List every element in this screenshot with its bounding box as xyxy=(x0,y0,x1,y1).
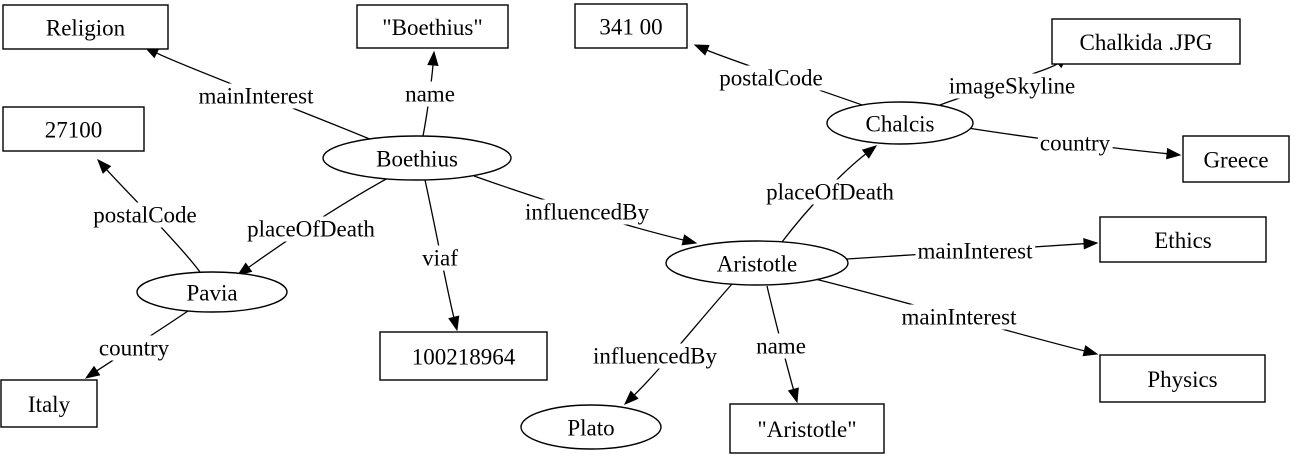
edge-label: mainInterest xyxy=(918,239,1034,264)
edge-label-background xyxy=(403,81,457,107)
node-postal-pavia[interactable]: 27100 xyxy=(2,106,145,152)
node-postal-chalcis[interactable]: 341 00 xyxy=(574,3,688,49)
node-label: Plato xyxy=(567,416,614,441)
edge-label-background xyxy=(754,333,808,359)
node-greece[interactable]: Greece xyxy=(1182,135,1290,183)
arrowhead xyxy=(693,44,710,56)
arrowhead xyxy=(84,365,101,379)
literal-box xyxy=(1182,135,1290,183)
edge-line xyxy=(633,283,733,396)
arrowhead xyxy=(681,234,698,246)
literal-box xyxy=(574,3,688,49)
nodes-layer: Religion "Boethius" 341 00 Chalkida .JPG 271… xyxy=(0,3,1290,454)
node-boethius[interactable]: Boethius xyxy=(322,135,512,181)
node-ethics[interactable]: Ethics xyxy=(1099,216,1267,263)
edges-layer xyxy=(84,44,1182,405)
edge-label-background xyxy=(96,335,172,361)
arrowhead xyxy=(427,50,439,66)
node-pavia[interactable]: Pavia xyxy=(136,271,288,313)
node-chalcis[interactable]: Chalcis xyxy=(826,101,974,145)
arrowhead xyxy=(97,158,112,174)
edge-label-background xyxy=(915,238,1036,264)
literal-box xyxy=(1099,354,1266,403)
edge-label-background xyxy=(196,83,317,109)
node-label: Chalkida .JPG xyxy=(1080,30,1213,55)
node-label: "Aristotle" xyxy=(757,417,856,442)
node-label: Aristotle xyxy=(717,252,798,277)
arrowhead xyxy=(1082,345,1099,357)
node-label: Italy xyxy=(28,392,71,417)
node-label: Ethics xyxy=(1154,228,1212,253)
arrowhead xyxy=(448,315,460,332)
node-label: 27100 xyxy=(45,118,103,143)
edge-label: imageSkyline xyxy=(949,74,1075,99)
literal-box xyxy=(1099,216,1267,263)
node-label: Chalcis xyxy=(866,112,935,137)
edge-label: postalCode xyxy=(719,66,823,91)
edge-label-background xyxy=(591,343,720,369)
edge-label-background xyxy=(420,245,461,271)
node-plato[interactable]: Plato xyxy=(520,404,662,450)
node-religion[interactable]: Religion xyxy=(2,4,169,50)
resource-ellipse xyxy=(520,404,662,450)
edge-label: placeOfDeath xyxy=(247,217,375,242)
arrowhead xyxy=(1166,147,1182,160)
edge-label-background xyxy=(91,202,199,228)
resource-ellipse xyxy=(665,240,849,286)
literal-box xyxy=(379,331,548,381)
edge-label: placeOfDeath xyxy=(766,180,894,205)
literal-box xyxy=(0,379,98,428)
node-italy[interactable]: Italy xyxy=(0,379,98,428)
node-chalkida-jpg[interactable]: Chalkida .JPG xyxy=(1051,18,1241,65)
arrowhead xyxy=(787,387,799,404)
edge-label-background xyxy=(245,216,378,242)
arrowhead xyxy=(624,390,639,405)
node-aristotle[interactable]: Aristotle xyxy=(665,240,849,286)
literal-box xyxy=(2,4,169,50)
literal-box xyxy=(729,403,885,454)
arrowhead xyxy=(861,145,878,159)
edge-label: mainInterest xyxy=(902,305,1018,330)
edge-label-background xyxy=(764,179,897,205)
node-label: Boethius xyxy=(376,147,458,172)
edge-label: mainInterest xyxy=(199,84,315,109)
resource-ellipse xyxy=(322,135,512,181)
literal-box xyxy=(1051,18,1241,65)
node-label: Religion xyxy=(46,16,126,41)
edge-label: viaf xyxy=(422,246,458,271)
node-label: 100218964 xyxy=(412,345,516,370)
resource-ellipse xyxy=(136,271,288,313)
edge-label: country xyxy=(99,336,170,361)
resource-ellipse xyxy=(826,101,974,145)
node-label: Physics xyxy=(1147,367,1217,392)
edge-label-background xyxy=(717,65,825,91)
edge-label-background xyxy=(523,199,652,225)
node-label: 341 00 xyxy=(599,15,662,40)
edge-label: influencedBy xyxy=(525,200,649,225)
node-aristotle-name[interactable]: "Aristotle" xyxy=(729,403,885,454)
edge-labels-layer: mainInterest name placeOfDeath viaf influenc… xyxy=(91,65,1113,369)
edge-label-background xyxy=(899,304,1020,330)
edge-label: influencedBy xyxy=(593,344,717,369)
literal-box xyxy=(2,106,145,152)
node-viaf-id[interactable]: 100218964 xyxy=(379,331,548,381)
node-label: "Boethius" xyxy=(382,15,483,40)
node-physics[interactable]: Physics xyxy=(1099,354,1266,403)
node-boethius-name[interactable]: "Boethius" xyxy=(356,4,509,49)
edge-postalcode-e8 xyxy=(693,44,866,107)
node-label: Pavia xyxy=(186,281,237,306)
edge-label-background xyxy=(1037,130,1113,156)
edge-label: country xyxy=(1040,131,1111,156)
node-label: Greece xyxy=(1203,148,1268,173)
edge-label-background xyxy=(946,73,1078,99)
edge-label: name xyxy=(405,82,455,107)
arrowhead xyxy=(1083,237,1099,250)
edge-label: name xyxy=(756,334,806,359)
edge-label: postalCode xyxy=(93,203,197,228)
literal-box xyxy=(356,4,509,49)
